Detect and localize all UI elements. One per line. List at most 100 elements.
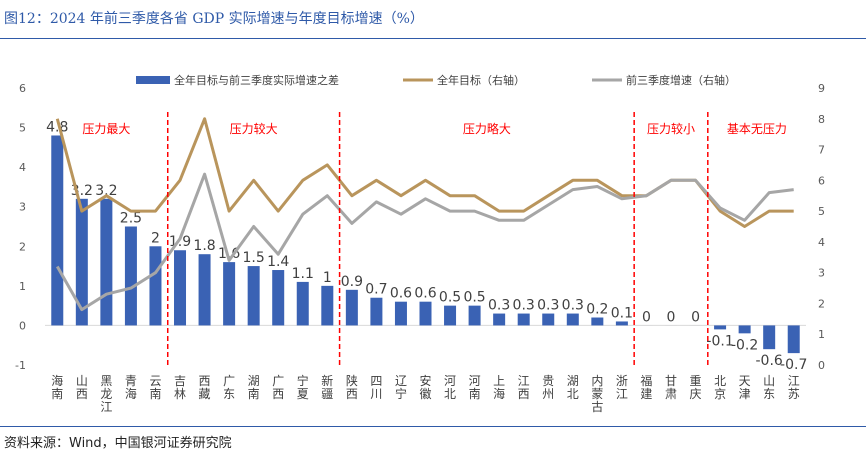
bar-data-label: 2: [151, 230, 160, 246]
bar-黑龙江: [100, 198, 113, 326]
category-label: 福建: [640, 373, 652, 401]
bar-河北: [444, 305, 457, 326]
bar-data-label: 0.6: [390, 286, 412, 302]
category-label: 江西: [518, 374, 530, 401]
bar-data-label: 0.3: [562, 298, 584, 314]
bar-辽宁: [394, 301, 407, 326]
category-label: 山东: [763, 374, 775, 401]
legend-actual-label: 前三季度增速（右轴）: [626, 73, 736, 87]
category-label: 内蒙古: [591, 374, 603, 414]
bar-海南: [51, 135, 64, 326]
left-axis-tick-label: 5: [19, 122, 26, 135]
bar-data-label: 0.3: [488, 298, 510, 314]
bar-data-label: -0.1: [706, 333, 733, 349]
bar-data-label: 0.3: [513, 298, 535, 314]
category-label: 浙江: [616, 374, 628, 401]
left-axis-tick-label: -1: [15, 359, 26, 372]
left-axis-tick-label: 0: [19, 319, 26, 332]
bar-data-label: 1.1: [292, 266, 314, 282]
right-axis-tick-label: 2: [818, 297, 825, 310]
bar-青海: [124, 226, 137, 326]
bar-上海: [493, 313, 506, 326]
category-label: 天津: [739, 374, 751, 401]
category-label: 青海: [125, 374, 137, 401]
category-label: 北京: [714, 374, 726, 401]
bar-内蒙古: [591, 317, 604, 326]
bar-山西: [75, 198, 88, 326]
category-label: 辽宁: [395, 374, 407, 401]
bar-data-label: 0.1: [611, 305, 633, 321]
left-axis-tick-label: 6: [19, 82, 26, 95]
bar-山东: [763, 325, 776, 350]
category-label: 贵州: [542, 374, 554, 401]
left-axis-tick-label: 2: [19, 240, 26, 253]
right-axis-tick-label: 8: [818, 113, 825, 126]
bar-浙江: [615, 321, 628, 326]
bar-data-label: 1.5: [243, 250, 265, 266]
chart-title: 图12：2024 年前三季度各省 GDP 实际增速与年度目标增速（%）: [4, 11, 424, 27]
bar-陕西: [345, 289, 358, 326]
zone-label: 压力较大: [230, 121, 278, 136]
category-label: 广西: [272, 374, 284, 401]
bar-北京: [714, 325, 727, 330]
category-label: 陕西: [346, 373, 358, 401]
category-label: 河南: [469, 374, 481, 401]
bar-data-label: 4.8: [46, 119, 68, 135]
bar-data-label: 0.5: [439, 290, 461, 306]
category-label: 云南: [149, 374, 161, 401]
category-label: 宁夏: [297, 373, 309, 401]
bar-新疆: [321, 285, 334, 326]
bar-江西: [517, 313, 530, 326]
bar-云南: [149, 246, 162, 326]
category-label: 重庆: [690, 374, 702, 401]
bar-data-label: -0.2: [731, 337, 758, 353]
bar-吉林: [174, 250, 187, 326]
right-axis-tick-label: 4: [818, 236, 825, 249]
category-label: 江苏: [788, 374, 800, 401]
bar-data-label: 0.5: [463, 290, 485, 306]
category-label: 新疆: [321, 373, 333, 401]
actual-growth-line: [55, 172, 794, 312]
bar-data-label: 0.6: [414, 286, 436, 302]
bar-广东: [223, 262, 236, 326]
bar-data-label: 0.7: [365, 282, 387, 298]
category-label: 上海: [493, 374, 505, 401]
bar-天津: [738, 325, 751, 334]
category-label: 黑龙江: [100, 374, 112, 414]
legend-bar-label: 全年目标与前三季度实际增速之差: [174, 73, 339, 87]
left-axis-tick-label: 4: [19, 161, 26, 174]
bar-贵州: [542, 313, 555, 326]
bar-data-label: 1: [323, 270, 332, 286]
category-label: 山西: [76, 374, 88, 401]
category-label: 四川: [370, 374, 382, 401]
category-label: 甘肃: [665, 374, 677, 401]
bar-data-label: 0.9: [341, 274, 363, 290]
bar-data-label: 1.4: [267, 254, 289, 270]
left-axis-tick-label: 1: [19, 280, 26, 293]
zone-label: 压力较小: [647, 121, 695, 136]
category-label: 湖南: [248, 373, 260, 401]
category-label: 安徽: [419, 373, 431, 401]
bar-四川: [370, 297, 383, 326]
right-axis-tick-label: 3: [818, 267, 825, 280]
bar-data-label: -0.6: [756, 353, 783, 369]
bar-data-label: -0.7: [780, 357, 807, 373]
left-axis-tick-label: 3: [19, 201, 26, 214]
zone-label: 压力略大: [463, 121, 511, 136]
bar-安徽: [419, 301, 432, 326]
bar-西藏: [198, 254, 211, 326]
legend-bar-swatch: [136, 76, 170, 84]
category-label: 西藏: [199, 374, 211, 401]
bar-data-label: 0: [691, 309, 700, 325]
bar-data-label: 0.3: [537, 298, 559, 314]
category-label: 广东: [223, 374, 235, 401]
source-divider: [0, 426, 866, 427]
right-axis-tick-label: 0: [818, 359, 825, 372]
bar-河南: [468, 305, 481, 326]
zone-label: 压力最大: [82, 122, 130, 136]
bar-湖南: [247, 266, 260, 326]
category-label: 海南: [51, 373, 63, 401]
bar-宁夏: [296, 281, 309, 326]
right-axis-tick-label: 9: [818, 82, 825, 95]
